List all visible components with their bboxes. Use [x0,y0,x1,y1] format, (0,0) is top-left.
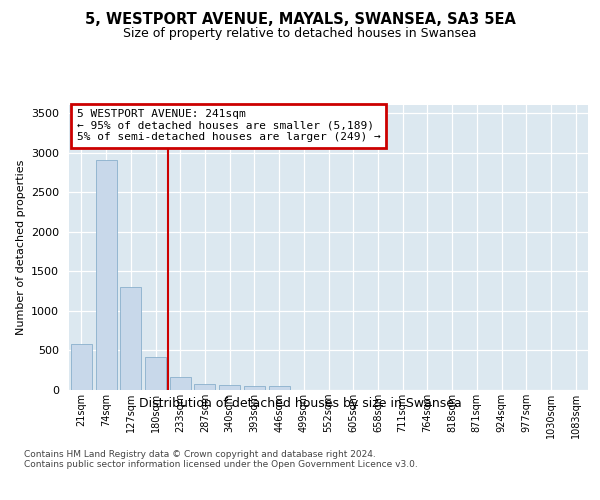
Text: Size of property relative to detached houses in Swansea: Size of property relative to detached ho… [123,28,477,40]
Text: Distribution of detached houses by size in Swansea: Distribution of detached houses by size … [139,398,461,410]
Bar [170,377,191,390]
Bar [145,357,166,390]
Bar [194,384,215,390]
Bar [219,385,240,390]
Text: 5, WESTPORT AVENUE, MAYALS, SWANSEA, SA3 5EA: 5, WESTPORT AVENUE, MAYALS, SWANSEA, SA3… [85,12,515,28]
Text: 5 WESTPORT AVENUE: 241sqm
← 95% of detached houses are smaller (5,189)
5% of sem: 5 WESTPORT AVENUE: 241sqm ← 95% of detac… [77,110,380,142]
Bar [244,386,265,390]
Text: Contains HM Land Registry data © Crown copyright and database right 2024.
Contai: Contains HM Land Registry data © Crown c… [24,450,418,469]
Bar [71,344,92,390]
Bar [95,160,116,390]
Bar [120,287,141,390]
Bar [269,386,290,390]
Y-axis label: Number of detached properties: Number of detached properties [16,160,26,335]
